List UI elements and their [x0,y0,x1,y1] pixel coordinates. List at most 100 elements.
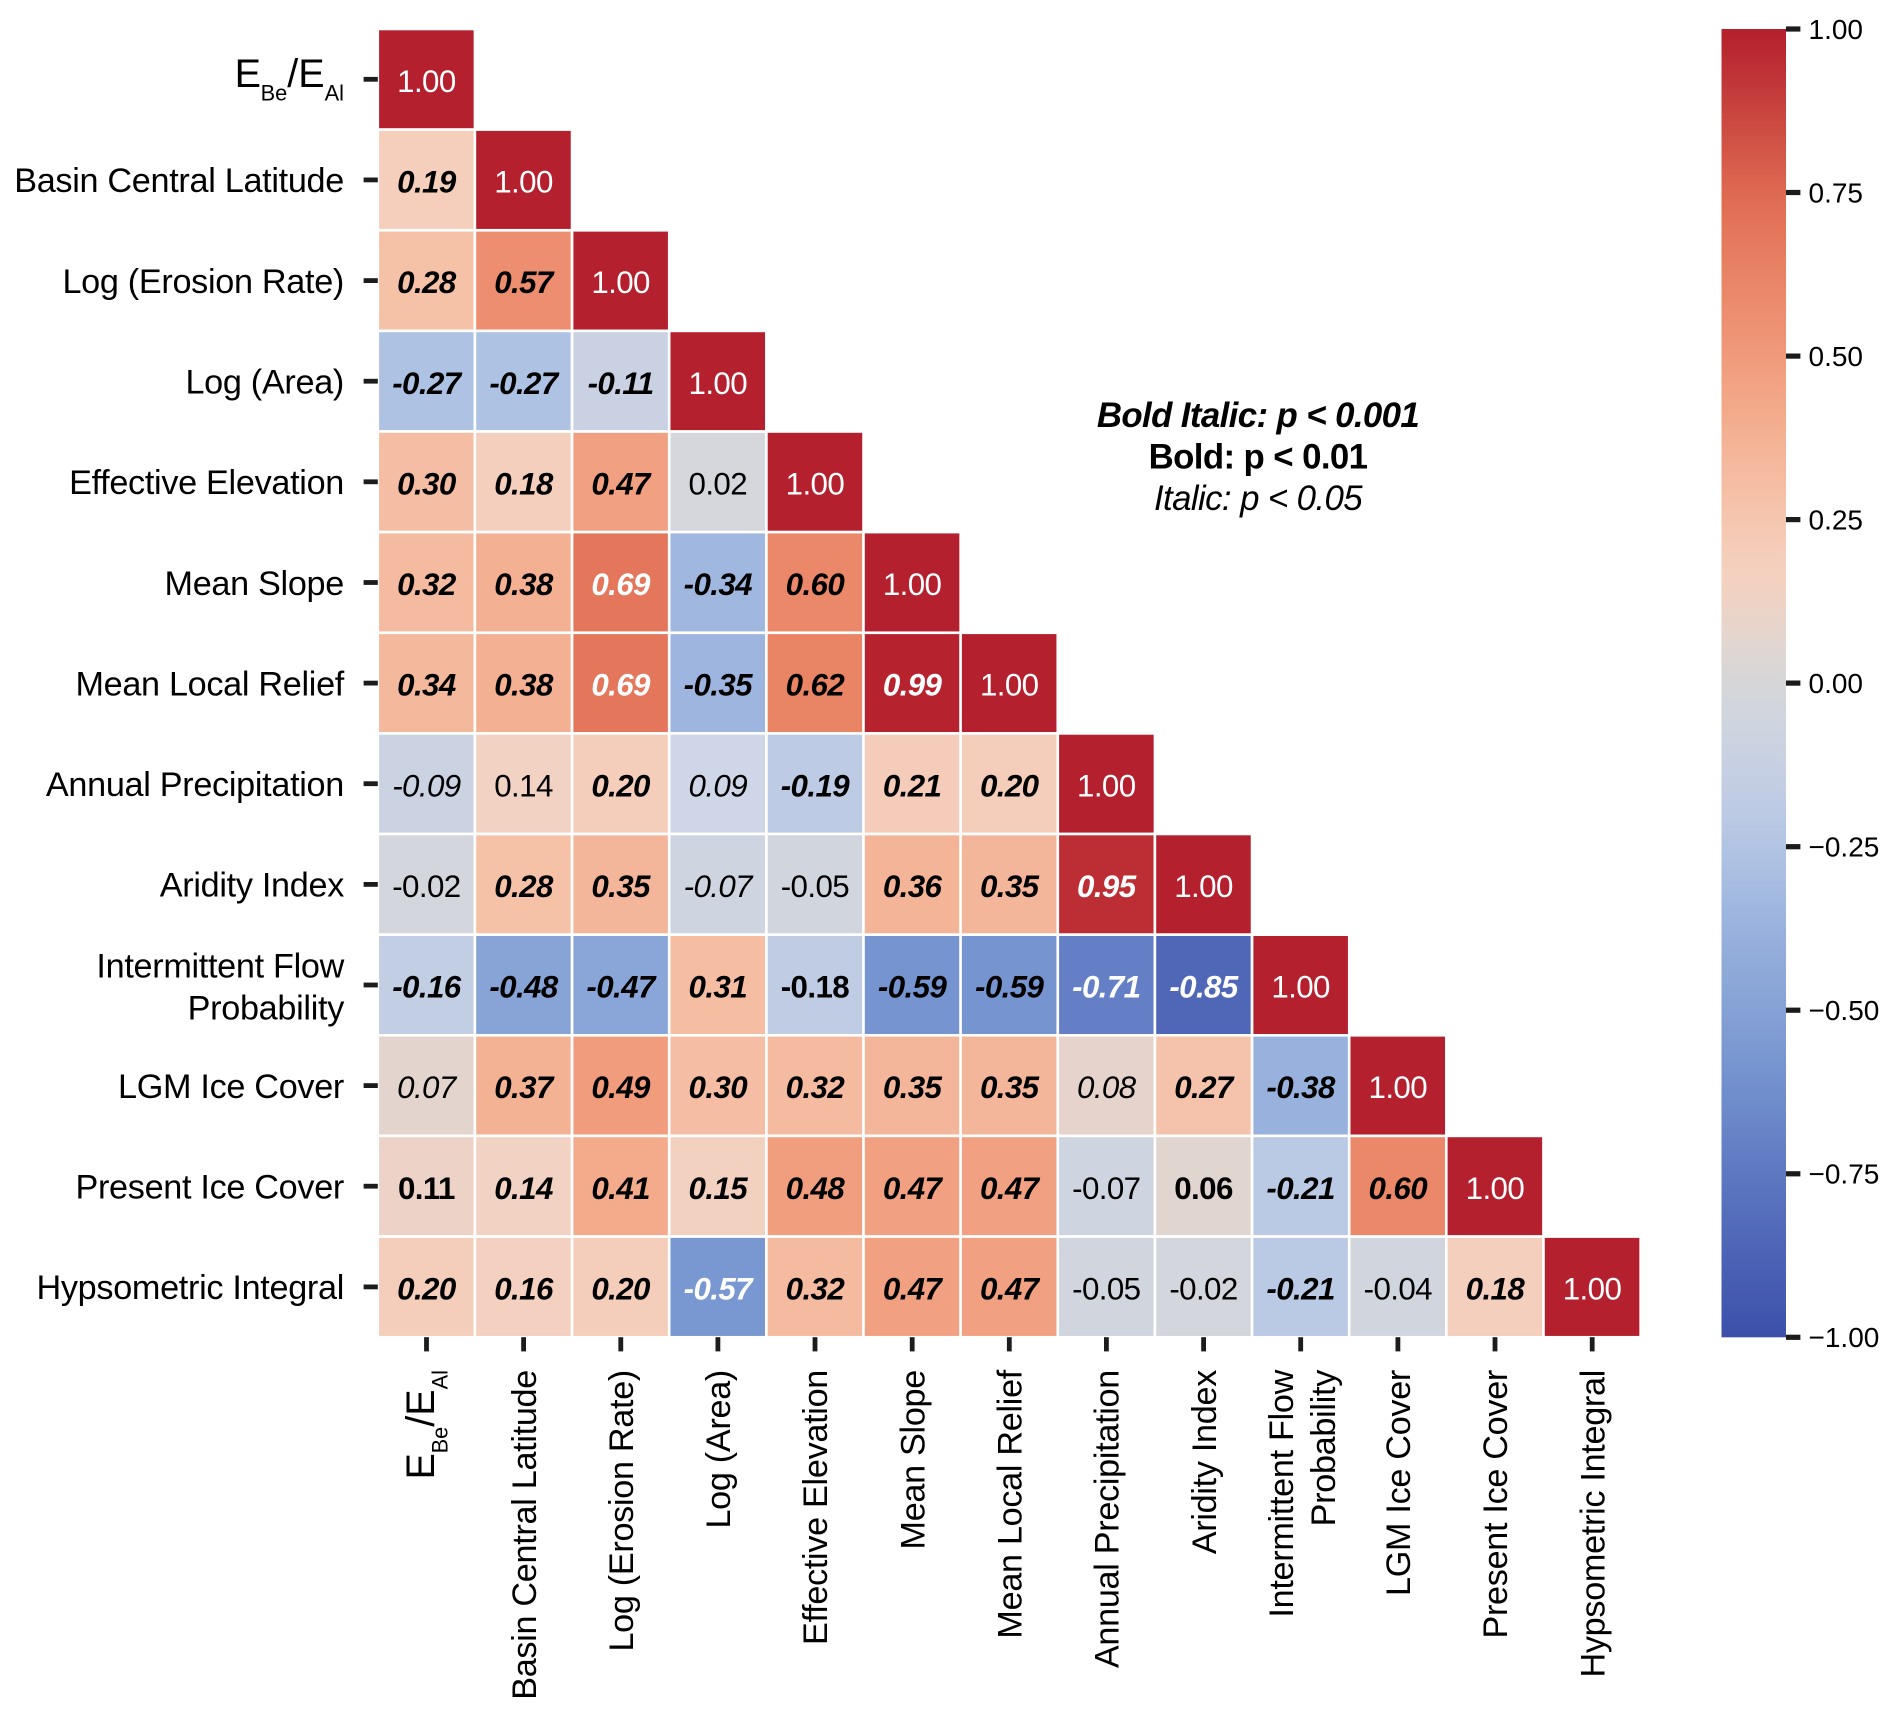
svg-text:-0.71: -0.71 [1072,970,1140,1005]
svg-text:-0.57: -0.57 [684,1272,755,1307]
svg-text:-0.09: -0.09 [392,768,461,803]
svg-text:0.35: 0.35 [591,869,651,904]
svg-text:1.00: 1.00 [1369,1070,1428,1105]
svg-text:−1.00: −1.00 [1809,1322,1880,1353]
svg-text:0.99: 0.99 [883,668,943,703]
svg-text:1.00: 1.00 [494,165,553,200]
svg-text:0.02: 0.02 [689,466,748,501]
svg-text:0.30: 0.30 [689,1070,749,1105]
svg-text:0.36: 0.36 [883,869,943,904]
svg-text:Hypsometric Integral: Hypsometric Integral [37,1269,345,1307]
svg-text:0.32: 0.32 [397,567,457,602]
svg-text:0.32: 0.32 [786,1070,846,1105]
svg-text:1.00: 1.00 [1077,768,1136,803]
svg-text:-0.04: -0.04 [1364,1272,1433,1307]
svg-text:-0.85: -0.85 [1169,970,1239,1005]
svg-text:Basin Central Latitude: Basin Central Latitude [506,1370,544,1700]
svg-text:Hypsometric Integral: Hypsometric Integral [1574,1370,1612,1678]
svg-text:-0.11: -0.11 [588,366,654,401]
svg-text:1.00: 1.00 [591,265,650,300]
svg-text:−0.50: −0.50 [1809,995,1880,1026]
svg-text:0.16: 0.16 [494,1272,554,1307]
svg-text:Intermittent Flow: Intermittent Flow [96,948,344,986]
svg-text:0.28: 0.28 [397,265,457,300]
svg-text:-0.16: -0.16 [392,970,462,1005]
svg-text:-0.35: -0.35 [684,668,754,703]
svg-text:0.08: 0.08 [1077,1070,1137,1105]
svg-text:0.14: 0.14 [494,768,553,803]
svg-text:Log (Area): Log (Area) [700,1370,738,1529]
svg-text:0.47: 0.47 [883,1171,944,1206]
svg-text:1.00: 1.00 [1466,1171,1525,1206]
svg-text:0.41: 0.41 [591,1171,650,1206]
svg-text:0.69: 0.69 [591,668,651,703]
svg-text:Annual Precipitation: Annual Precipitation [1089,1370,1127,1668]
svg-text:-0.07: -0.07 [684,869,755,904]
svg-text:0.09: 0.09 [689,768,748,803]
svg-text:0.20: 0.20 [397,1272,457,1307]
svg-text:-0.21: -0.21 [1266,1171,1334,1206]
svg-text:0.50: 0.50 [1809,341,1864,372]
svg-text:0.69: 0.69 [591,567,651,602]
svg-text:0.48: 0.48 [786,1171,846,1206]
svg-text:0.35: 0.35 [980,1070,1040,1105]
svg-text:1.00: 1.00 [1809,14,1864,45]
svg-text:0.14: 0.14 [494,1171,553,1206]
svg-text:0.37: 0.37 [494,1070,555,1105]
svg-text:0.31: 0.31 [689,970,748,1005]
svg-text:Log (Area): Log (Area) [185,364,344,402]
svg-text:1.00: 1.00 [980,668,1039,703]
svg-text:EBe/EAl: EBe/EAl [235,52,344,106]
svg-text:-0.02: -0.02 [1169,1272,1237,1307]
svg-text:−0.25: −0.25 [1809,832,1880,863]
svg-text:0.30: 0.30 [397,466,457,501]
svg-text:-0.19: -0.19 [781,768,851,803]
svg-text:0.18: 0.18 [1466,1272,1526,1307]
svg-text:−0.75: −0.75 [1809,1159,1880,1190]
svg-text:0.00: 0.00 [1809,668,1864,699]
svg-text:1.00: 1.00 [883,567,942,602]
svg-text:Basin Central Latitude: Basin Central Latitude [14,162,344,200]
svg-text:Mean Local Relief: Mean Local Relief [75,665,344,703]
svg-text:-0.59: -0.59 [878,970,948,1005]
svg-text:1.00: 1.00 [1271,970,1330,1005]
svg-text:0.35: 0.35 [980,869,1040,904]
svg-text:-0.27: -0.27 [489,366,560,401]
svg-text:1.00: 1.00 [397,64,456,99]
svg-text:Mean Local Relief: Mean Local Relief [992,1369,1030,1638]
svg-text:0.60: 0.60 [786,567,846,602]
svg-text:Mean Slope: Mean Slope [165,565,344,603]
svg-text:Effective Elevation: Effective Elevation [69,464,344,502]
svg-text:Probability: Probability [1305,1369,1343,1527]
svg-text:0.62: 0.62 [786,668,846,703]
svg-text:0.75: 0.75 [1809,177,1864,208]
svg-text:0.34: 0.34 [397,668,456,703]
svg-text:-0.27: -0.27 [392,366,463,401]
svg-text:0.35: 0.35 [883,1070,943,1105]
svg-text:-0.05: -0.05 [1072,1272,1141,1307]
svg-text:0.47: 0.47 [980,1272,1041,1307]
svg-text:0.60: 0.60 [1369,1171,1429,1206]
svg-text:0.07: 0.07 [397,1070,458,1105]
svg-text:0.21: 0.21 [883,768,942,803]
svg-text:0.47: 0.47 [980,1171,1041,1206]
svg-text:-0.07: -0.07 [1072,1171,1140,1206]
svg-text:1.00: 1.00 [786,466,845,501]
svg-text:-0.48: -0.48 [489,970,559,1005]
svg-text:Probability: Probability [188,989,346,1027]
svg-text:0.47: 0.47 [883,1272,944,1307]
svg-text:0.20: 0.20 [591,1272,651,1307]
svg-text:Log (Erosion Rate): Log (Erosion Rate) [603,1370,641,1652]
svg-text:1.00: 1.00 [689,366,748,401]
svg-text:Bold: p < 0.01: Bold: p < 0.01 [1149,438,1368,477]
svg-text:EBe/EAl: EBe/EAl [399,1370,453,1479]
svg-text:Intermittent Flow: Intermittent Flow [1263,1369,1301,1617]
svg-text:Mean Slope: Mean Slope [894,1370,932,1549]
svg-text:Log (Erosion Rate): Log (Erosion Rate) [62,263,344,301]
svg-text:0.25: 0.25 [1809,505,1864,536]
svg-text:-0.59: -0.59 [975,970,1045,1005]
svg-text:Bold Italic: p < 0.001: Bold Italic: p < 0.001 [1097,396,1419,435]
svg-text:1.00: 1.00 [1174,869,1233,904]
svg-text:-0.02: -0.02 [392,869,460,904]
svg-text:0.95: 0.95 [1077,869,1137,904]
